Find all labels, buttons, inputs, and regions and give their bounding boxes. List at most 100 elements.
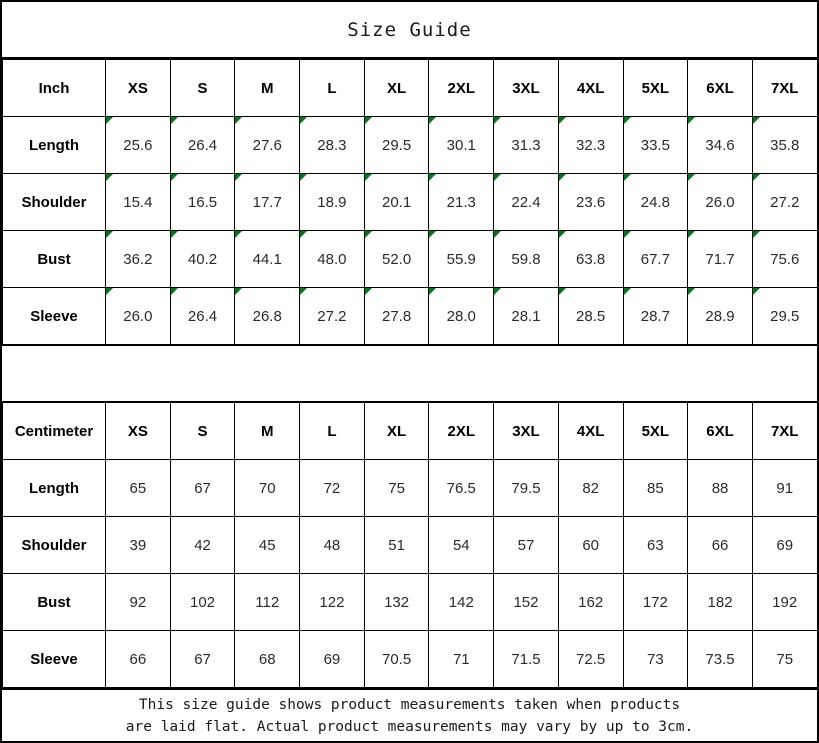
inch-length-4xl: 32.3 bbox=[557, 116, 624, 174]
cm-bust-2xl: 142 bbox=[428, 573, 495, 631]
inch-sleeve-l: 27.2 bbox=[299, 287, 365, 345]
cm-bust-6xl: 182 bbox=[687, 573, 753, 631]
cm-bust-3xl: 152 bbox=[493, 573, 559, 631]
cm-length-xl: 75 bbox=[363, 459, 430, 517]
inch-length-6xl: 34.6 bbox=[687, 116, 753, 174]
inch-row-label-shoulder: Shoulder bbox=[2, 173, 106, 231]
table-row: Sleeve 66 67 68 69 70.5 71 71.5 72.5 73 … bbox=[2, 630, 818, 688]
inch-size-header-5xl: 5XL bbox=[622, 59, 689, 117]
cm-sleeve-s: 67 bbox=[169, 630, 236, 688]
inch-length-3xl: 31.3 bbox=[493, 116, 559, 174]
inch-length-2xl: 30.1 bbox=[428, 116, 495, 174]
table-separator-row bbox=[2, 345, 817, 402]
inch-size-header-l: L bbox=[299, 59, 365, 117]
cm-length-xs: 65 bbox=[105, 459, 171, 517]
inch-shoulder-s: 16.5 bbox=[169, 173, 236, 231]
cm-size-header-2xl: 2XL bbox=[428, 402, 495, 460]
cm-bust-xl: 132 bbox=[363, 573, 430, 631]
inch-size-header-xl: XL bbox=[363, 59, 430, 117]
cm-sleeve-3xl: 71.5 bbox=[493, 630, 559, 688]
cm-bust-m: 112 bbox=[234, 573, 301, 631]
inch-bust-xs: 36.2 bbox=[105, 230, 171, 288]
table-row: Length 25.6 26.4 27.6 28.3 29.5 30.1 31.… bbox=[2, 116, 818, 174]
cm-bust-4xl: 162 bbox=[557, 573, 624, 631]
inch-shoulder-6xl: 26.0 bbox=[687, 173, 753, 231]
cm-length-m: 70 bbox=[234, 459, 301, 517]
inch-size-header-2xl: 2XL bbox=[428, 59, 495, 117]
cm-row-label-length: Length bbox=[2, 459, 106, 517]
cm-sleeve-6xl: 73.5 bbox=[687, 630, 753, 688]
cm-shoulder-7xl: 69 bbox=[751, 516, 818, 574]
cm-bust-7xl: 192 bbox=[751, 573, 818, 631]
cm-sleeve-l: 69 bbox=[299, 630, 365, 688]
inch-length-xl: 29.5 bbox=[363, 116, 430, 174]
footer-note-line-2: are laid flat. Actual product measuremen… bbox=[125, 718, 694, 735]
inch-bust-5xl: 67.7 bbox=[622, 230, 689, 288]
cm-size-header-3xl: 3XL bbox=[493, 402, 559, 460]
inch-size-header-6xl: 6XL bbox=[687, 59, 753, 117]
cm-row-label-bust: Bust bbox=[2, 573, 106, 631]
inch-size-header-s: S bbox=[169, 59, 236, 117]
table-row: Bust 92 102 112 122 132 142 152 162 172 … bbox=[2, 573, 818, 631]
inch-size-header-3xl: 3XL bbox=[493, 59, 559, 117]
cm-sleeve-xl: 70.5 bbox=[363, 630, 430, 688]
inch-sleeve-m: 26.8 bbox=[234, 287, 301, 345]
cm-shoulder-xl: 51 bbox=[363, 516, 430, 574]
cm-length-2xl: 76.5 bbox=[428, 459, 495, 517]
cm-shoulder-l: 48 bbox=[299, 516, 365, 574]
inch-bust-3xl: 59.8 bbox=[493, 230, 559, 288]
table-row: Shoulder 15.4 16.5 17.7 18.9 20.1 21.3 2… bbox=[2, 173, 818, 231]
cm-size-header-s: S bbox=[169, 402, 236, 460]
inch-shoulder-xl: 20.1 bbox=[363, 173, 430, 231]
inch-sleeve-4xl: 28.5 bbox=[557, 287, 624, 345]
cm-shoulder-5xl: 63 bbox=[622, 516, 689, 574]
inch-shoulder-l: 18.9 bbox=[299, 173, 365, 231]
inch-length-7xl: 35.8 bbox=[751, 116, 818, 174]
cm-shoulder-m: 45 bbox=[234, 516, 301, 574]
cm-shoulder-4xl: 60 bbox=[557, 516, 624, 574]
inch-length-l: 28.3 bbox=[299, 116, 365, 174]
cm-shoulder-3xl: 57 bbox=[493, 516, 559, 574]
cm-size-header-l: L bbox=[299, 402, 365, 460]
size-guide-footer-note: This size guide shows product measuremen… bbox=[2, 688, 817, 741]
cm-bust-l: 122 bbox=[299, 573, 365, 631]
inch-bust-l: 48.0 bbox=[299, 230, 365, 288]
inch-bust-4xl: 63.8 bbox=[557, 230, 624, 288]
inch-size-table: Inch XS S M L XL 2XL 3XL 4XL 5XL 6XL 7XL… bbox=[2, 59, 818, 345]
cm-length-7xl: 91 bbox=[751, 459, 818, 517]
cm-bust-s: 102 bbox=[169, 573, 236, 631]
centimeter-size-table: Centimeter XS S M L XL 2XL 3XL 4XL 5XL 6… bbox=[2, 402, 818, 688]
cm-shoulder-6xl: 66 bbox=[687, 516, 753, 574]
inch-header-row: Inch XS S M L XL 2XL 3XL 4XL 5XL 6XL 7XL bbox=[2, 59, 818, 117]
cm-bust-xs: 92 bbox=[105, 573, 171, 631]
cm-shoulder-2xl: 54 bbox=[428, 516, 495, 574]
cm-length-l: 72 bbox=[299, 459, 365, 517]
inch-bust-xl: 52.0 bbox=[363, 230, 430, 288]
footer-note-line-1: This size guide shows product measuremen… bbox=[138, 696, 681, 713]
cm-sleeve-5xl: 73 bbox=[622, 630, 689, 688]
inch-shoulder-m: 17.7 bbox=[234, 173, 301, 231]
cm-bust-5xl: 172 bbox=[622, 573, 689, 631]
inch-sleeve-3xl: 28.1 bbox=[493, 287, 559, 345]
cm-size-header-7xl: 7XL bbox=[751, 402, 818, 460]
inch-shoulder-xs: 15.4 bbox=[105, 173, 171, 231]
inch-row-label-sleeve: Sleeve bbox=[2, 287, 106, 345]
cm-size-header-m: M bbox=[234, 402, 301, 460]
cm-row-label-shoulder: Shoulder bbox=[2, 516, 106, 574]
tables-container: Inch XS S M L XL 2XL 3XL 4XL 5XL 6XL 7XL… bbox=[2, 59, 818, 688]
inch-shoulder-5xl: 24.8 bbox=[622, 173, 689, 231]
inch-unit-label: Inch bbox=[2, 59, 106, 117]
inch-bust-6xl: 71.7 bbox=[687, 230, 753, 288]
cm-length-3xl: 79.5 bbox=[493, 459, 559, 517]
inch-sleeve-5xl: 28.7 bbox=[622, 287, 689, 345]
cm-sleeve-4xl: 72.5 bbox=[557, 630, 624, 688]
cm-unit-label: Centimeter bbox=[2, 402, 106, 460]
cm-table-body: Centimeter XS S M L XL 2XL 3XL 4XL 5XL 6… bbox=[2, 402, 818, 688]
inch-row-label-bust: Bust bbox=[2, 230, 106, 288]
inch-size-header-xs: XS bbox=[105, 59, 171, 117]
table-row: Length 65 67 70 72 75 76.5 79.5 82 85 88… bbox=[2, 459, 818, 517]
cm-sleeve-m: 68 bbox=[234, 630, 301, 688]
table-row: Bust 36.2 40.2 44.1 48.0 52.0 55.9 59.8 … bbox=[2, 230, 818, 288]
cm-size-header-4xl: 4XL bbox=[557, 402, 624, 460]
